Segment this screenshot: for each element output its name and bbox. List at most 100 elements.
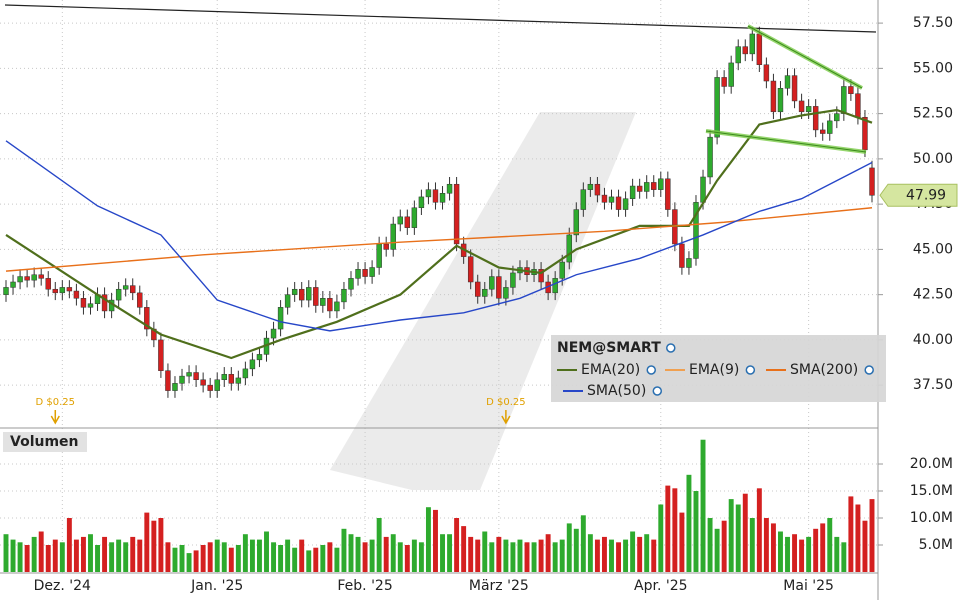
volume-bar <box>214 539 220 572</box>
candle-body <box>31 274 37 281</box>
candle-body <box>791 75 798 102</box>
volume-bar <box>355 536 361 572</box>
volume-bar <box>45 545 51 572</box>
candle-body <box>862 116 868 151</box>
candle-body <box>756 33 763 65</box>
candle-body <box>820 129 826 134</box>
volume-bar <box>256 539 262 572</box>
volume-bar <box>785 536 790 572</box>
volume-bar <box>566 523 572 572</box>
legend-toggle[interactable] <box>666 343 676 353</box>
candle-body <box>489 276 495 290</box>
volume-bar <box>320 545 326 572</box>
candle-body <box>714 77 720 138</box>
legend-label: SMA(50) <box>587 383 646 399</box>
volume-bar <box>869 499 875 572</box>
volume-bar <box>425 507 431 572</box>
candle-body <box>193 372 199 380</box>
volume-bar <box>820 523 826 572</box>
candle-body <box>658 178 664 190</box>
volume-bar <box>362 542 368 572</box>
volume-bar <box>637 536 643 572</box>
volume-bar <box>686 474 692 572</box>
volume-bar <box>411 539 417 572</box>
volume-bar <box>116 539 122 572</box>
panel-label-box <box>3 432 87 452</box>
candle-body <box>615 196 622 210</box>
volume-bar <box>693 491 699 572</box>
volume-bar <box>10 539 16 572</box>
volume-bar <box>186 553 192 572</box>
volume-bar <box>207 542 213 572</box>
candle-body <box>172 383 178 391</box>
candle-body <box>742 46 748 55</box>
candle-body <box>397 216 403 225</box>
volume-bar <box>109 542 115 572</box>
candle-body <box>510 272 516 288</box>
volume-bar <box>616 542 622 572</box>
volume-bar <box>658 504 664 572</box>
candle-body <box>10 281 16 288</box>
volume-bar <box>390 534 396 572</box>
volume-bar <box>601 536 607 572</box>
volume-bar <box>763 518 769 572</box>
volume-bar <box>17 542 23 572</box>
legend-toggle[interactable] <box>646 365 656 375</box>
candle-body <box>52 288 58 294</box>
legend-toggle[interactable] <box>652 386 663 396</box>
candle-body <box>693 202 699 259</box>
candle-body <box>221 374 227 380</box>
volume-bar <box>573 528 579 572</box>
candle-body <box>130 285 136 294</box>
indicator-line <box>5 207 873 272</box>
volume-bar <box>728 499 734 572</box>
volume-bar <box>559 539 565 572</box>
candle-body <box>249 359 256 370</box>
last-price-box <box>879 183 958 207</box>
candle-body <box>566 234 572 263</box>
volume-bar <box>489 542 495 572</box>
volume-bar <box>700 439 706 572</box>
candle-body <box>24 276 30 281</box>
candle-body <box>594 183 601 196</box>
candle-body <box>636 185 643 192</box>
volume-bar <box>299 539 305 572</box>
volume-bar <box>348 534 354 572</box>
annotation: D $0.25 <box>486 397 526 408</box>
volume-bar <box>158 518 164 572</box>
volume-bar <box>799 539 805 572</box>
candle-body <box>770 80 777 113</box>
x-tick-label: Jan. '25 <box>190 578 243 594</box>
volume-bar <box>383 536 389 572</box>
volume-bar <box>454 518 460 572</box>
legend-label: EMA(9) <box>689 362 739 378</box>
candle-body <box>122 285 129 290</box>
volume-bar <box>630 531 636 572</box>
candle-body <box>686 258 692 268</box>
volume-bar <box>672 488 678 572</box>
candle-body <box>559 261 565 279</box>
candle-body <box>418 196 425 209</box>
candle-body <box>179 375 185 384</box>
volume-bar <box>461 526 467 572</box>
indicator-line <box>5 108 873 360</box>
candle-body <box>482 288 488 297</box>
volume-bar <box>749 518 755 572</box>
volume-bar <box>834 536 840 572</box>
volume-bar <box>130 536 136 572</box>
annotation-arrow <box>501 410 511 425</box>
legend-toggle[interactable] <box>864 365 874 375</box>
candle-body <box>355 269 361 279</box>
candle-body <box>59 287 66 294</box>
candle-body <box>735 46 741 64</box>
volume-bar <box>59 542 65 572</box>
panel-label: Volumen <box>10 434 79 450</box>
volume-bar <box>792 534 798 572</box>
candle-body <box>383 243 389 250</box>
volume-bar <box>3 534 9 572</box>
volume-bar <box>151 520 157 572</box>
y-tick-label: 37.50 <box>913 377 953 393</box>
legend-toggle[interactable] <box>745 365 756 375</box>
volume-bar <box>524 542 530 572</box>
annotation: D $0.25 <box>36 397 76 408</box>
